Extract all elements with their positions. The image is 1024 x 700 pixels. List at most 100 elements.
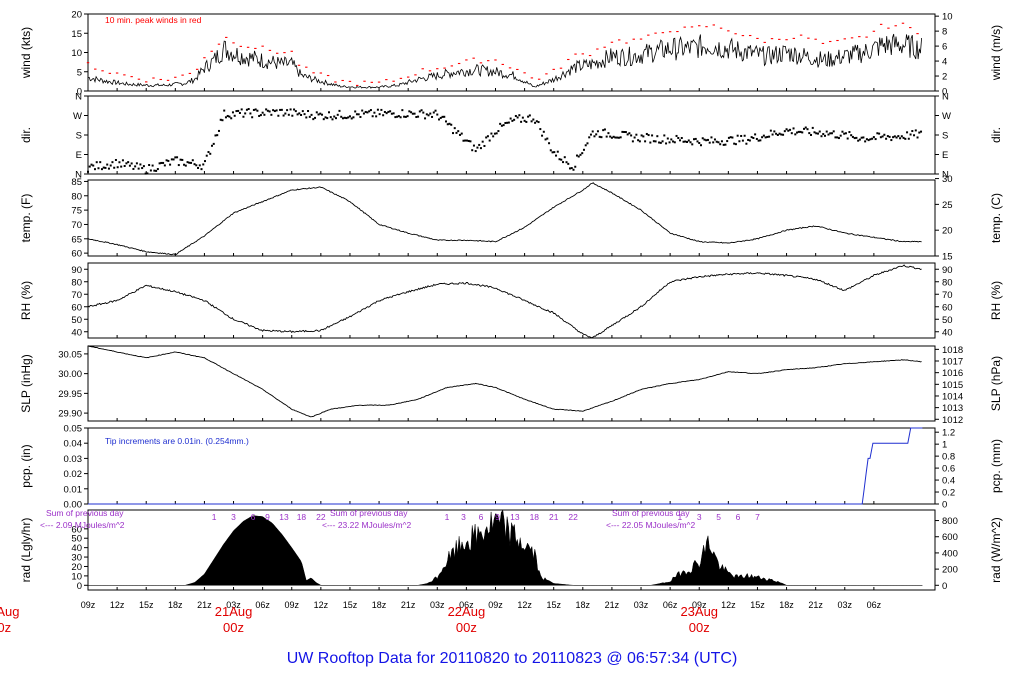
ytick-right-label-rad: 200 (942, 565, 958, 576)
dir-point (603, 128, 606, 131)
dir-point (277, 114, 280, 117)
dir-point (223, 109, 226, 112)
dir-point (502, 124, 505, 127)
dir-point (291, 114, 294, 117)
ytick-right-label-slp: 1014 (942, 391, 963, 402)
dir-point (231, 111, 234, 114)
ytick-right-label-rad: 0 (942, 581, 947, 592)
ytick-label-pcp: 0.05 (64, 424, 83, 435)
dir-point (783, 130, 786, 133)
day-label-date: 22Aug (448, 604, 486, 619)
dir-point (413, 112, 416, 115)
dir-point (907, 137, 910, 140)
dir-point (458, 133, 461, 136)
panel-frame-slp (87, 345, 936, 422)
xtick-label: 18z (372, 600, 387, 610)
solar-hour-mark: 6 (736, 512, 741, 522)
dir-point (780, 133, 783, 136)
solar-hour-mark: 3 (231, 512, 236, 522)
dir-point (202, 163, 205, 166)
dir-point (829, 132, 832, 135)
dir-point (574, 165, 577, 168)
dir-point (626, 133, 629, 136)
dir-point (759, 139, 762, 142)
dir-point (212, 142, 215, 145)
dir-point (389, 110, 392, 113)
dir-point (686, 141, 689, 144)
dir-point (165, 159, 168, 162)
ytick-right-label-rh: 90 (942, 265, 953, 276)
dir-point (197, 166, 200, 169)
dir-point (317, 113, 320, 116)
ytick-label-dir: N (75, 92, 82, 103)
dir-point (727, 136, 730, 139)
dir-point (284, 112, 287, 115)
ytick-right-label-wind: 6 (942, 42, 947, 53)
dir-point (544, 138, 547, 141)
dir-point (616, 136, 619, 139)
dir-point (708, 141, 711, 144)
dir-point (448, 122, 451, 125)
series-rad (87, 509, 923, 586)
ytick-label-rad: 50 (71, 534, 82, 545)
xtick-label: 15z (139, 600, 154, 610)
dir-point (373, 111, 376, 114)
dir-point (792, 127, 795, 130)
dir-point (612, 135, 615, 138)
dir-point (401, 109, 404, 112)
dir-point (273, 110, 276, 113)
dir-point (472, 144, 475, 147)
dir-point (397, 115, 400, 118)
dir-point (818, 130, 821, 133)
ytick-label-pcp: 0.00 (64, 500, 83, 511)
series-temp (87, 182, 922, 256)
day-label-date: 21Aug (215, 604, 253, 619)
dir-point (675, 134, 678, 137)
dir-point (850, 134, 853, 137)
ytick-label-rh: 60 (71, 302, 82, 313)
dir-point (172, 158, 175, 161)
dir-point (399, 116, 402, 119)
dir-point (429, 112, 432, 115)
ytick-label-temp: 85 (71, 177, 82, 188)
dir-point (392, 112, 395, 115)
dir-point (151, 164, 154, 167)
dir-point (794, 133, 797, 136)
dir-point (602, 129, 605, 132)
dir-point (733, 142, 736, 145)
dir-point (565, 161, 568, 164)
dir-point (663, 134, 666, 137)
xtick-label: 09z (284, 600, 299, 610)
dir-point (782, 133, 785, 136)
dir-point (441, 115, 444, 118)
dir-point (528, 114, 531, 117)
dir-point (338, 109, 341, 112)
dir-point (839, 134, 842, 137)
dir-point (497, 130, 500, 133)
dir-point (577, 155, 580, 158)
dir-point (132, 167, 135, 170)
solar-annotation: <--- 2.09 MJoules/m^2 (40, 520, 125, 530)
dir-point (851, 135, 854, 138)
dir-point (382, 114, 385, 117)
series-slp (87, 345, 922, 418)
dir-point (586, 142, 589, 145)
footer-title: UW Rooftop Data for 20110820 to 20110823… (286, 650, 738, 667)
ytick-right-label-pcp: 0 (942, 500, 947, 511)
dir-point (549, 149, 552, 152)
dir-point (116, 166, 119, 169)
dir-point (652, 140, 655, 143)
ytick-label-rh: 40 (71, 327, 82, 338)
dir-point (797, 130, 800, 133)
solar-hour-mark: 5 (716, 512, 721, 522)
dir-point (340, 115, 343, 118)
dir-point (775, 132, 778, 135)
dir-point (844, 132, 847, 135)
dir-point (347, 116, 350, 119)
dir-point (825, 130, 828, 133)
dir-point (553, 151, 556, 154)
dir-point (712, 141, 715, 144)
dir-point (796, 131, 799, 134)
ytick-right-label-rad: 400 (942, 548, 958, 559)
dir-point (224, 116, 227, 119)
